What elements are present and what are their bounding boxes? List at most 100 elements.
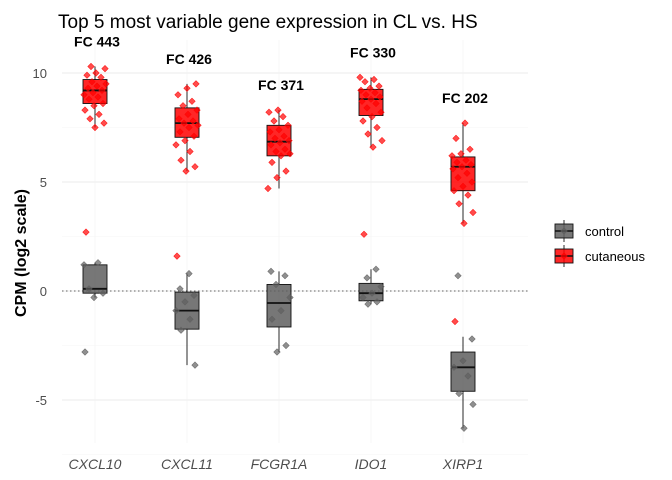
point-cutaneous (99, 99, 107, 108)
point-cutaneous (186, 147, 194, 156)
point-cutaneous (172, 141, 180, 149)
point-cutaneous (468, 178, 476, 186)
x-tick-label: XIRP1 (442, 456, 483, 472)
point-cutaneous (189, 117, 197, 125)
point-cutaneous (88, 78, 96, 86)
point-cutaneous (466, 145, 474, 153)
point-cutaneous (373, 123, 381, 132)
point-cutaneous (462, 156, 470, 164)
point-cutaneous (286, 150, 294, 158)
legend-label: control (585, 224, 624, 239)
point-cutaneous (86, 115, 94, 123)
point-cutaneous (81, 106, 89, 114)
point-cutaneous (277, 152, 285, 160)
point-cutaneous (467, 160, 475, 169)
point-cutaneous (454, 173, 462, 182)
point-cutaneous (101, 64, 109, 73)
x-tick-label: CXCL10 (69, 456, 122, 472)
point-control (373, 298, 381, 306)
point-control (377, 282, 385, 291)
fold-change-label: FC 330 (350, 44, 396, 60)
box-control (450, 336, 476, 429)
point-cutaneous (100, 119, 108, 127)
point-cutaneous (193, 106, 201, 114)
point-control (450, 363, 458, 371)
legend-key-point (560, 227, 568, 235)
point-cutaneous (361, 78, 369, 86)
point-cutaneous (97, 73, 105, 82)
point-cutaneous (371, 88, 379, 97)
x-axis-ticks: CXCL10 CXCL11 FCGR1A IDO1 XIRP1 (69, 456, 484, 472)
point-cutaneous (98, 86, 106, 95)
point-cutaneous (87, 62, 95, 71)
point-control (469, 400, 477, 409)
point-cutaneous (370, 75, 378, 84)
point-cutaneous (83, 71, 91, 79)
point-cutaneous (359, 117, 367, 125)
y-tick-label: 10 (33, 66, 47, 81)
point-cutaneous (184, 110, 192, 119)
point-cutaneous (362, 91, 370, 99)
point-control (80, 261, 88, 269)
point-control (272, 280, 280, 289)
point-cutaneous (270, 117, 278, 125)
point-cutaneous (368, 112, 376, 121)
point-cutaneous (275, 126, 283, 134)
point-cutaneous (455, 200, 463, 208)
legend: control cutaneous (554, 220, 645, 267)
point-cutaneous (192, 80, 200, 88)
point-cutaneous (460, 219, 468, 228)
point-cutaneous (272, 147, 280, 156)
point-control (177, 326, 185, 334)
point-control (268, 315, 276, 323)
point-cutaneous (369, 143, 377, 151)
point-cutaneous (273, 173, 281, 182)
point-cutaneous (458, 163, 466, 171)
point-control (468, 335, 476, 343)
point-cutaneous (274, 106, 282, 114)
point-cutaneous (363, 104, 371, 112)
point-cutaneous (280, 132, 288, 140)
point-control (176, 285, 184, 293)
point-cutaneous (176, 128, 184, 136)
point-control (363, 274, 371, 282)
y-axis-ticks: 10 5 0 -5 (33, 66, 47, 408)
point-control (186, 315, 194, 323)
x-tick-label: FCGR1A (251, 456, 308, 472)
point-cutaneous (376, 93, 384, 101)
point-control (181, 298, 189, 306)
point-control (459, 357, 467, 365)
point-cutaneous (190, 132, 198, 140)
point-control (454, 272, 462, 280)
point-cutaneous (453, 158, 461, 167)
point-control (282, 341, 290, 350)
point-cutaneous (284, 121, 292, 129)
point-cutaneous (267, 141, 275, 149)
point-cutaneous (282, 167, 290, 175)
point-cutaneous (177, 156, 185, 164)
point-cutaneous (188, 97, 196, 105)
point-cutaneous (464, 191, 472, 199)
point-control (372, 265, 380, 273)
fold-change-label: FC 426 (166, 51, 212, 67)
point-cutaneous (92, 69, 100, 77)
point-control (81, 348, 89, 356)
fold-change-label: FC 443 (74, 33, 120, 49)
point-cutaneous (194, 121, 202, 129)
point-cutaneous (451, 317, 459, 326)
point-control (172, 306, 180, 315)
point-cutaneous (364, 130, 372, 138)
point-cutaneous (183, 84, 191, 92)
point-cutaneous (191, 163, 199, 171)
fold-change-labels: FC 443 FC 426 FC 371 FC 330 FC 202 (74, 33, 488, 106)
x-tick-label: IDO1 (355, 456, 388, 472)
point-cutaneous (265, 108, 273, 116)
point-cutaneous (268, 158, 276, 167)
y-tick-label: -5 (35, 393, 47, 408)
point-cutaneous (93, 82, 101, 90)
point-cutaneous (356, 73, 364, 82)
point-cutaneous (180, 119, 188, 127)
point-control (364, 300, 372, 308)
y-tick-label: 0 (40, 284, 47, 299)
point-cutaneous (448, 152, 456, 160)
